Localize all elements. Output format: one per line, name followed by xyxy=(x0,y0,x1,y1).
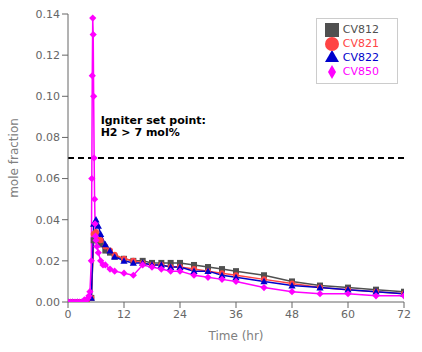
svg-text:0.02: 0.02 xyxy=(36,255,61,268)
svg-text:Igniter set point:H2 > 7 mol%: Igniter set point:H2 > 7 mol% xyxy=(101,114,206,139)
svg-text:0.10: 0.10 xyxy=(36,90,61,103)
svg-text:60: 60 xyxy=(341,308,355,321)
html-text:CV821: CV821 xyxy=(342,37,379,50)
svg-text:36: 36 xyxy=(229,308,243,321)
svg-text:0.14: 0.14 xyxy=(36,8,61,21)
html-text:CV812: CV812 xyxy=(342,23,379,36)
svg-text:mole fraction: mole fraction xyxy=(8,118,21,198)
svg-text:0.06: 0.06 xyxy=(36,172,61,185)
svg-text:Time (hr): Time (hr) xyxy=(207,329,263,343)
svg-text:48: 48 xyxy=(285,308,299,321)
svg-text:0.04: 0.04 xyxy=(36,214,61,227)
svg-text:24: 24 xyxy=(173,308,187,321)
html-text:CV850: CV850 xyxy=(342,65,379,78)
svg-text:12: 12 xyxy=(117,308,131,321)
svg-text:0.08: 0.08 xyxy=(36,131,61,144)
svg-text:0.12: 0.12 xyxy=(36,49,61,62)
svg-text:0.00: 0.00 xyxy=(36,296,61,309)
svg-text:72: 72 xyxy=(397,308,411,321)
html-text:CV822: CV822 xyxy=(342,51,379,64)
svg-text:0: 0 xyxy=(65,308,72,321)
